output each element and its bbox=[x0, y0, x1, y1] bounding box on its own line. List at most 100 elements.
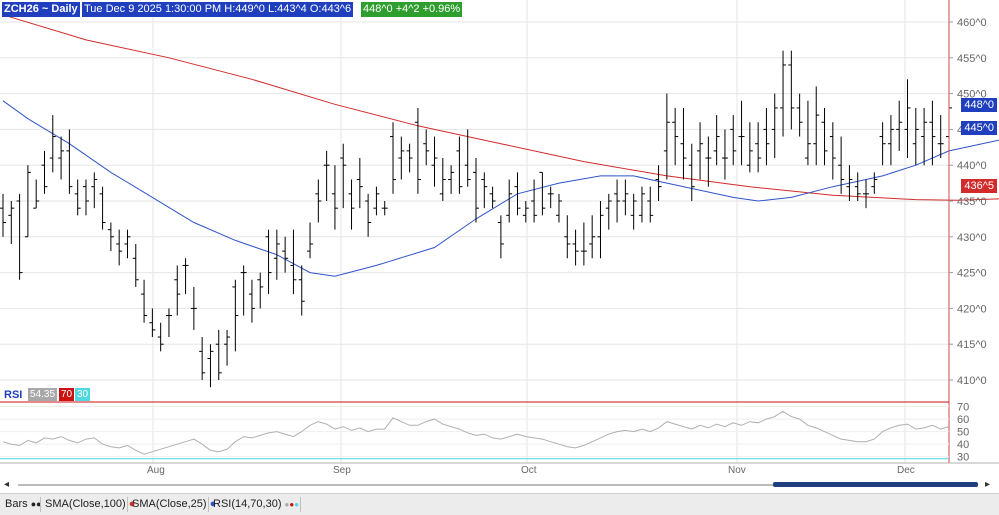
ohlc-bar bbox=[481, 172, 488, 209]
toolbar-divider bbox=[300, 497, 301, 512]
ohlc-bar bbox=[49, 115, 56, 173]
scroll-right-arrow-icon[interactable]: ▸ bbox=[985, 479, 991, 490]
sma25-label: SMA(Close,25) bbox=[132, 498, 207, 510]
ohlc-bar bbox=[24, 165, 31, 238]
ohlc-bar bbox=[315, 179, 322, 223]
rsi-label: RSI(14,70,30) bbox=[213, 498, 282, 510]
scroll-thumb[interactable] bbox=[773, 482, 978, 487]
ohlc-bar bbox=[398, 136, 405, 180]
y-tick-label: 415^0 bbox=[957, 339, 987, 351]
study-toolbar: Bars ●● SMA(Close,100) ● SMA(Close,25) ●… bbox=[0, 493, 999, 515]
rsi-oversold-badge: 30 bbox=[75, 388, 91, 401]
ohlc-bar bbox=[107, 222, 114, 252]
sma100-price-tag: 436^5 bbox=[961, 179, 997, 193]
rsi-study-button[interactable]: RSI(14,70,30) ●●● bbox=[213, 498, 299, 510]
price-chart[interactable]: 410^0 415^0 420^0 425^0 430^0 435^0 440^0 445^0… bbox=[0, 0, 999, 478]
ohlc-bar bbox=[232, 279, 239, 352]
month-label-nov: Nov bbox=[728, 465, 746, 476]
ohlc-bar bbox=[829, 122, 836, 180]
ohlc-bar bbox=[871, 172, 878, 194]
ohlc-bar bbox=[157, 322, 164, 352]
bars-layer bbox=[0, 50, 952, 388]
ohlc-bar bbox=[456, 136, 463, 194]
ohlc-bar bbox=[290, 229, 297, 295]
ohlc-bar bbox=[365, 193, 372, 237]
datetime-text: Tue Dec 9 2025 bbox=[84, 3, 162, 15]
ohlc-bar bbox=[141, 279, 148, 323]
ohlc-bar bbox=[614, 179, 621, 223]
ohlc-bar bbox=[539, 171, 546, 216]
month-label-dec: Dec bbox=[897, 465, 915, 476]
toolbar-divider bbox=[40, 497, 41, 512]
ohlc-bar bbox=[207, 344, 214, 388]
link-icon: ●● bbox=[30, 499, 42, 509]
sma25-line bbox=[2, 100, 999, 277]
rsi-color-dots-icon: ●●● bbox=[284, 500, 300, 509]
ohlc-bar bbox=[215, 329, 222, 380]
rsi-value-badge: 54.35 bbox=[28, 388, 58, 401]
ohlc-bar bbox=[647, 186, 654, 223]
sma100-study-button[interactable]: SMA(Close,100) ● bbox=[45, 498, 135, 510]
sma100-color-dot-icon: ● bbox=[128, 498, 136, 510]
rsi-tick-label: 60 bbox=[957, 414, 969, 426]
ohlc-bar bbox=[854, 172, 861, 201]
y-tick-label: 425^0 bbox=[957, 268, 987, 280]
y-tick-label: 460^0 bbox=[957, 17, 987, 29]
ohlc-bar bbox=[58, 136, 65, 180]
ohlc-bar bbox=[780, 50, 787, 137]
time-scrollbar[interactable]: ◂ ▸ bbox=[0, 478, 999, 491]
ohlc-bar bbox=[796, 93, 803, 137]
ohlc-bar bbox=[688, 143, 695, 201]
ohlc-bar bbox=[937, 115, 944, 159]
ohlc-bar bbox=[838, 136, 845, 194]
ohlc-bar bbox=[489, 186, 496, 209]
ohlc-bar bbox=[116, 229, 123, 266]
symbol-label[interactable]: ZCH26 ~ Daily bbox=[2, 2, 80, 17]
ohlc-bar bbox=[464, 129, 471, 187]
ohlc-bar bbox=[821, 107, 828, 166]
ohlc-bar bbox=[746, 122, 753, 173]
ohlc-bar bbox=[705, 136, 712, 187]
ohlc-bar bbox=[804, 100, 811, 166]
ohlc-bar bbox=[522, 201, 529, 223]
ohlc-bar bbox=[257, 272, 264, 309]
ohlc-bar bbox=[174, 265, 181, 316]
scroll-left-arrow-icon[interactable]: ◂ bbox=[4, 479, 10, 490]
ohlc-bar bbox=[497, 215, 504, 259]
ohlc-bar bbox=[605, 193, 612, 230]
ohlc-bar bbox=[165, 308, 172, 338]
ohlc-bar bbox=[672, 107, 679, 166]
rsi-tick-label: 40 bbox=[957, 439, 969, 451]
scroll-track[interactable] bbox=[18, 484, 978, 486]
change-readout: 448^0 +4^2 +0.96% bbox=[361, 2, 463, 17]
ohlc-bar bbox=[41, 150, 48, 194]
sma100-label: SMA(Close,100) bbox=[45, 498, 126, 510]
sma25-color-dot-icon: ● bbox=[209, 498, 217, 510]
ohlc-bar bbox=[788, 50, 795, 130]
ohlc-bar bbox=[273, 229, 280, 280]
ohlc-bar bbox=[771, 93, 778, 159]
ohlc-bar bbox=[348, 179, 355, 230]
ohlc-bar bbox=[763, 107, 770, 166]
ohlc-bar bbox=[912, 107, 919, 166]
bars-button[interactable]: Bars ●● bbox=[5, 498, 42, 510]
ohlc-bar bbox=[896, 100, 903, 151]
sma25-study-button[interactable]: SMA(Close,25) ● bbox=[132, 498, 216, 510]
ohlc-bar bbox=[514, 172, 521, 216]
bars-label: Bars bbox=[5, 498, 28, 510]
ohlc-bar bbox=[813, 86, 820, 166]
rsi-title[interactable]: RSI bbox=[4, 389, 23, 401]
ohlc-bar bbox=[680, 107, 687, 180]
y-tick-label: 430^0 bbox=[957, 232, 987, 244]
ohlc-bar bbox=[373, 186, 380, 216]
ohlc-bar bbox=[713, 115, 720, 166]
ohlc-bar bbox=[929, 100, 936, 166]
y-tick-label: 410^0 bbox=[957, 375, 987, 387]
ohlc-bar bbox=[887, 115, 894, 166]
ohlc-bar bbox=[307, 222, 314, 259]
ohlc-bar bbox=[473, 158, 479, 223]
y-tick-label: 455^0 bbox=[957, 53, 987, 65]
ohlc-bar bbox=[846, 165, 853, 201]
ohlc-bar bbox=[99, 186, 106, 230]
ohlc-bar bbox=[721, 129, 728, 180]
